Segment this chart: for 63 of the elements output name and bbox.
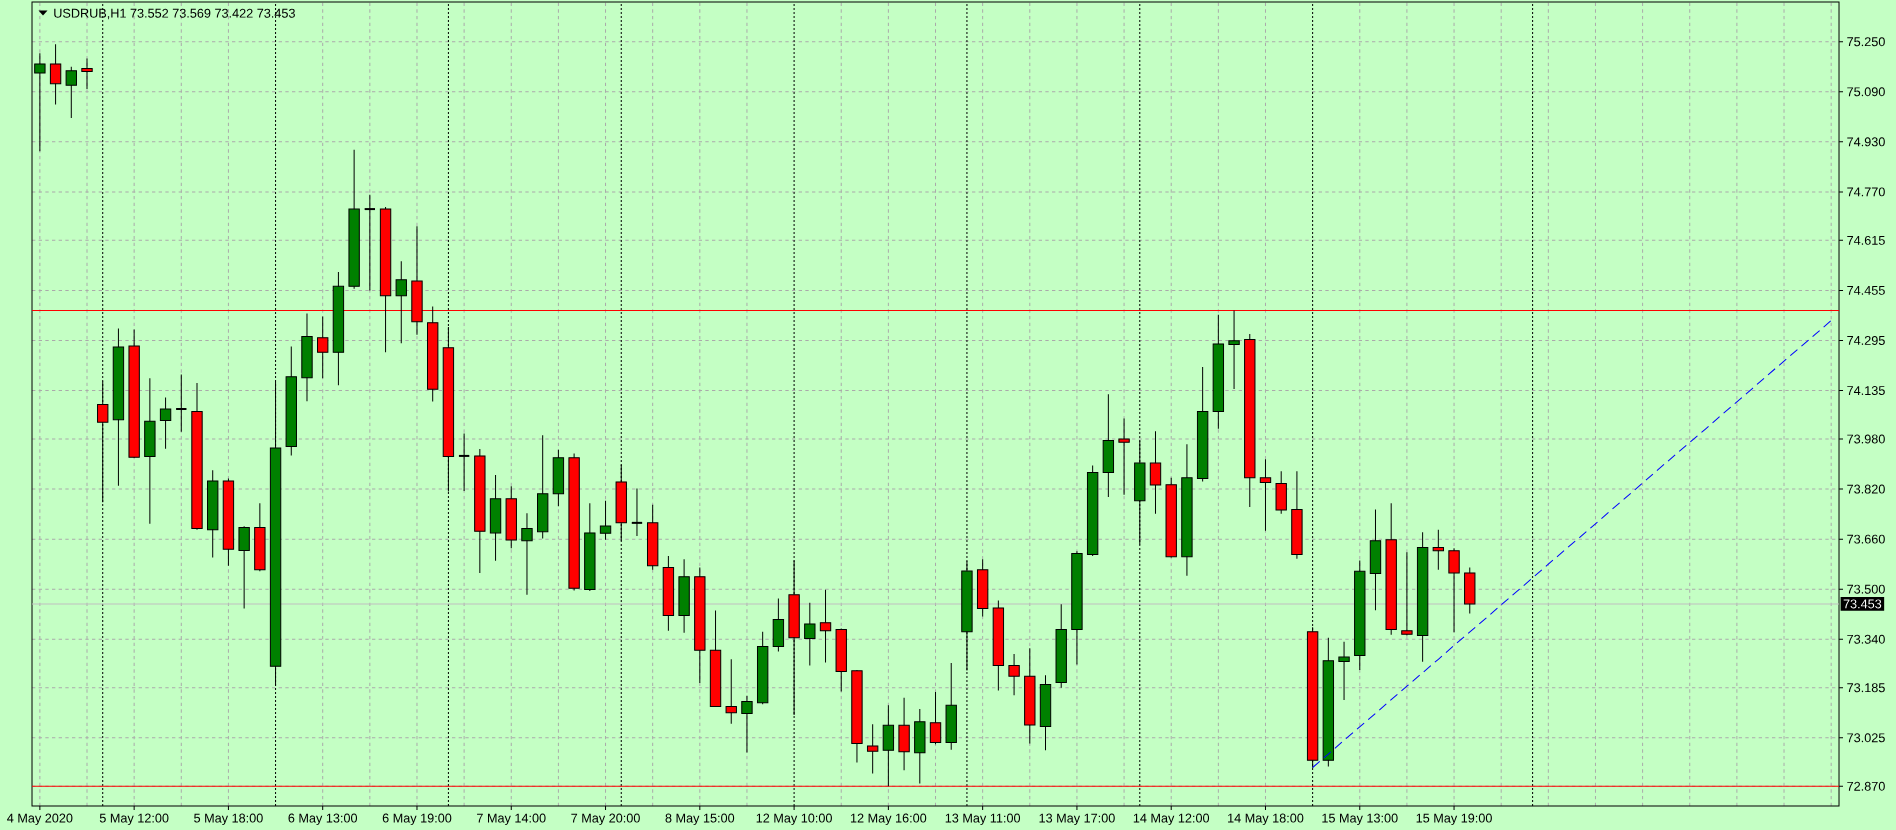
candlestick (1118, 417, 1130, 496)
candlestick (159, 396, 172, 450)
x-tick-label: 12 May 16:00 (850, 813, 927, 826)
candlestick (1259, 458, 1272, 532)
chart-title: USDRUB,H1 73.552 73.569 73.422 73.453 (54, 8, 295, 20)
ref-line-label: 73.453 (1843, 599, 1882, 609)
x-tick-label: 8 May 15:00 (665, 813, 735, 826)
y-tick-label: 73.660 (1847, 534, 1885, 544)
candlestick (630, 487, 644, 537)
candlestick (521, 512, 533, 596)
y-tick-label: 73.500 (1847, 584, 1885, 594)
y-tick-label: 74.770 (1847, 187, 1885, 197)
y-tick-label: 74.295 (1847, 335, 1885, 345)
y-tick-label: 74.455 (1847, 286, 1885, 295)
y-tick-label: 73.185 (1847, 683, 1885, 693)
candlestick (175, 374, 188, 433)
x-tick-label: 14 May 12:00 (1133, 813, 1210, 826)
candlestick (1401, 551, 1413, 636)
y-tick-label: 73.820 (1847, 484, 1885, 494)
x-tick-label: 5 May 12:00 (99, 813, 169, 826)
candlestick (866, 723, 879, 774)
candlestick (1008, 653, 1020, 696)
x-tick-label: 6 May 19:00 (382, 813, 452, 826)
candlestick (1448, 547, 1460, 633)
x-tick-label: 14 May 18:00 (1228, 813, 1304, 826)
candlestick (1432, 529, 1445, 571)
y-tick-label: 74.135 (1847, 386, 1885, 396)
candlestick (929, 691, 942, 745)
y-tick-label: 75.090 (1847, 87, 1885, 97)
candlestick (599, 500, 612, 541)
candlestick (725, 658, 737, 725)
y-tick-label: 73.025 (1847, 733, 1885, 743)
x-tick-label: 15 May 19:00 (1416, 813, 1492, 826)
x-tick-label: 6 May 13:00 (288, 813, 358, 826)
candlestick (238, 525, 250, 610)
candlestick (317, 315, 329, 379)
x-tick-label: 7 May 14:00 (477, 813, 546, 826)
y-tick-label: 74.930 (1847, 137, 1885, 147)
x-tick-label: 13 May 11:00 (945, 813, 1021, 826)
y-tick-label: 73.340 (1847, 634, 1885, 644)
x-tick-label: 4 May 2020 (7, 813, 73, 826)
candlestick (34, 52, 46, 152)
candlestick (65, 66, 77, 119)
y-tick-label: 74.615 (1847, 235, 1885, 245)
candlestick (804, 602, 816, 667)
y-tick-label: 75.250 (1847, 37, 1885, 47)
candlestick (819, 589, 832, 663)
x-tick-label: 7 May 20:00 (571, 813, 640, 826)
x-tick-label: 5 May 18:00 (194, 813, 263, 826)
x-tick-label: 12 May 10:00 (756, 813, 832, 826)
x-tick-label: 13 May 17:00 (1039, 813, 1115, 826)
candlestick (1228, 309, 1240, 390)
y-tick-label: 72.870 (1847, 781, 1885, 791)
candlestick (1149, 430, 1162, 515)
candlestick (49, 43, 62, 106)
candlestick (81, 58, 93, 90)
candlestick (741, 695, 753, 753)
candlestick (1338, 641, 1350, 701)
x-tick-label: 15 May 13:00 (1322, 813, 1398, 826)
candlestick (395, 260, 407, 344)
candlestick (363, 194, 377, 291)
y-tick-label: 73.980 (1847, 434, 1885, 444)
candlestick (457, 432, 471, 492)
